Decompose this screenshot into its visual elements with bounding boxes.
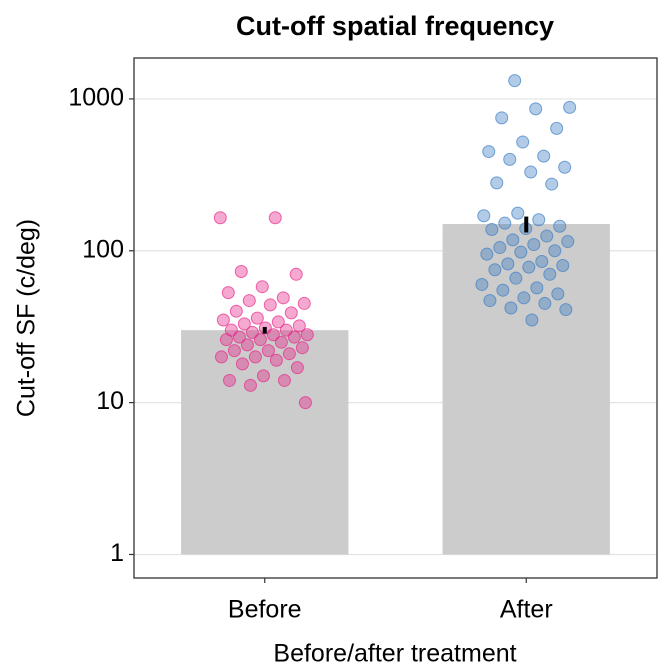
data-point — [553, 219, 567, 233]
data-point — [527, 237, 541, 251]
data-point — [490, 176, 504, 190]
data-point — [475, 277, 489, 291]
data-point — [290, 361, 304, 375]
data-point — [543, 267, 557, 281]
data-point — [282, 347, 296, 361]
data-point — [298, 396, 312, 410]
data-point — [501, 257, 515, 271]
data-point — [506, 233, 520, 247]
data-point — [516, 135, 530, 149]
data-point — [263, 298, 277, 312]
data-point — [274, 335, 288, 349]
data-point — [535, 254, 549, 268]
data-point — [477, 209, 491, 223]
data-point — [525, 313, 539, 327]
data-point — [503, 152, 517, 166]
data-point — [268, 211, 282, 225]
data-point — [271, 315, 285, 329]
data-point — [563, 100, 577, 114]
y-tick-label: 1000 — [68, 84, 124, 112]
data-point — [550, 121, 564, 135]
plot-frame — [133, 57, 658, 579]
data-point — [482, 145, 496, 159]
data-point — [292, 319, 306, 333]
y-tick-label: 100 — [82, 235, 124, 263]
data-point — [559, 303, 573, 317]
data-point — [261, 344, 275, 358]
data-point — [295, 341, 309, 355]
data-point — [488, 263, 502, 277]
data-point — [300, 328, 314, 342]
data-point — [556, 258, 570, 272]
data-point — [517, 291, 531, 305]
data-point — [540, 229, 554, 243]
data-point — [256, 369, 270, 383]
data-point — [235, 357, 249, 371]
data-point — [493, 241, 507, 255]
x-tick-label: After — [500, 596, 553, 624]
data-point — [229, 304, 243, 318]
bar — [181, 330, 349, 555]
data-point — [245, 325, 259, 339]
data-point — [483, 294, 497, 308]
data-point — [480, 247, 494, 261]
data-point — [551, 287, 565, 301]
data-point — [495, 111, 509, 125]
data-point — [237, 317, 251, 331]
data-point — [511, 206, 525, 220]
data-point — [219, 333, 233, 347]
data-point — [284, 306, 298, 320]
data-point — [248, 350, 262, 364]
data-point — [537, 149, 551, 163]
data-point — [545, 177, 559, 191]
data-point — [276, 291, 290, 305]
data-point — [532, 213, 546, 227]
data-point — [253, 333, 267, 347]
data-point — [287, 330, 301, 344]
data-point — [232, 330, 246, 344]
y-tick-label: 1 — [110, 539, 124, 567]
data-point — [524, 165, 538, 179]
data-point — [213, 211, 227, 225]
data-point — [498, 216, 512, 230]
data-point — [509, 271, 523, 285]
x-tick-label: Before — [228, 596, 302, 624]
data-point — [530, 281, 544, 295]
data-point — [485, 223, 499, 237]
data-point — [266, 328, 280, 342]
y-tick-label: 10 — [96, 387, 124, 415]
data-point — [240, 338, 254, 352]
x-axis-title: Before/after treatment — [273, 640, 516, 668]
data-point — [222, 373, 236, 387]
data-point — [277, 373, 291, 387]
data-point — [548, 244, 562, 258]
data-point — [214, 350, 228, 364]
chart-title: Cut-off spatial frequency — [236, 11, 554, 41]
data-point — [250, 311, 264, 325]
y-axis-title: Cut-off SF (c/deg) — [13, 219, 41, 417]
data-point — [289, 267, 303, 281]
data-point — [216, 313, 230, 327]
data-point — [269, 353, 283, 367]
data-point — [227, 344, 241, 358]
data-point — [242, 294, 256, 308]
data-point — [508, 74, 522, 88]
data-point — [561, 235, 575, 249]
bar — [442, 224, 610, 555]
data-point — [504, 301, 518, 315]
data-point — [514, 245, 528, 259]
data-point — [255, 280, 269, 294]
data-point — [496, 283, 510, 297]
data-point — [243, 378, 257, 392]
data-point — [234, 265, 248, 279]
data-point — [538, 296, 552, 310]
data-point — [522, 260, 536, 274]
data-point — [221, 286, 235, 300]
data-point — [558, 160, 572, 174]
data-point — [529, 102, 543, 116]
data-point — [297, 296, 311, 310]
